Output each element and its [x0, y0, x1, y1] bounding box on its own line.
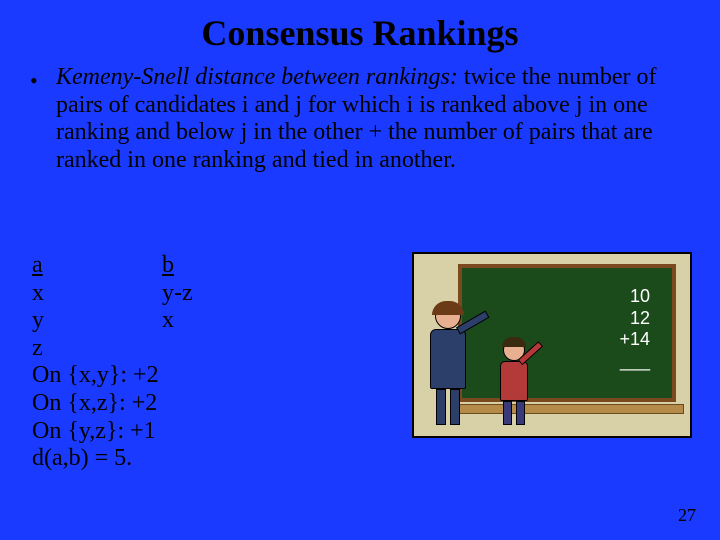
chalk-line: 10 [619, 286, 650, 308]
teacher-figure [422, 303, 474, 430]
calc-line: On {x,y}: +2 [32, 362, 193, 390]
chalk-underline: ___ [619, 351, 650, 373]
row-b: y-z [162, 280, 193, 308]
row-a: x [32, 280, 162, 308]
row-b: x [162, 307, 174, 335]
slide-number: 27 [678, 505, 696, 526]
bullet-icon: • [30, 68, 38, 93]
chalkboard-text: 10 12 +14 ___ [619, 286, 650, 372]
slide-title: Consensus Rankings [0, 0, 720, 60]
definition-paragraph: • Kemeny-Snell distance between rankings… [0, 60, 720, 174]
classroom-illustration: 10 12 +14 ___ [412, 252, 692, 438]
chalk-line: +14 [619, 329, 650, 351]
student-figure [494, 339, 534, 430]
col-b-header: b [162, 252, 174, 280]
row-a: y [32, 307, 162, 335]
calc-line: d(a,b) = 5. [32, 445, 193, 473]
calc-line: On {y,z}: +1 [32, 418, 193, 446]
col-a-header: a [32, 252, 162, 280]
definition-term: Kemeny-Snell distance between rankings: [56, 64, 458, 90]
chalk-line: 12 [619, 308, 650, 330]
example-block: ab xy-z y x z On {x,y}: +2 On {x,z}: +2 … [32, 252, 193, 473]
chalk-tray [450, 404, 684, 414]
chalkboard: 10 12 +14 ___ [458, 264, 676, 402]
row-a: z [32, 335, 162, 363]
calc-line: On {x,z}: +2 [32, 390, 193, 418]
